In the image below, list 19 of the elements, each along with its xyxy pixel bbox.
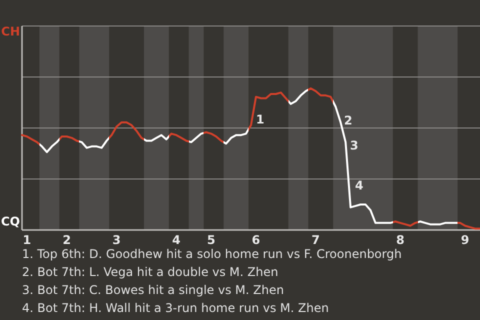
x-tick-label: 9 bbox=[460, 233, 470, 247]
x-tick-label: 5 bbox=[206, 233, 216, 247]
text: 2. Bot 7th: L. Vega hit a double vs M. Zhen bbox=[22, 265, 278, 279]
x-tick-label: 6 bbox=[252, 233, 260, 247]
annotation: 2 bbox=[344, 113, 352, 128]
x-tick-label: 1 bbox=[22, 233, 32, 247]
text: CH bbox=[1, 24, 20, 38]
annotation: 4 bbox=[355, 178, 364, 192]
text: 1. Top 6th: D. Goodhew hit a solo home run vs F. Croonenborgh bbox=[22, 247, 402, 261]
text: 3. Bot 7th: C. Bowes hit a single vs M. Zhen bbox=[22, 283, 284, 297]
x-tick-label: 7 bbox=[312, 233, 320, 247]
x-tick-label: 3 bbox=[112, 233, 121, 247]
annotation: 1 bbox=[256, 112, 264, 126]
x-tick-label: 2 bbox=[62, 233, 71, 247]
text: 4. Bot 7th: H. Wall hit a 3-run home run vs M. Zhen bbox=[22, 301, 329, 315]
annotation: 3 bbox=[350, 138, 358, 152]
x-tick-label: 4 bbox=[172, 233, 181, 247]
x-tick-label: 8 bbox=[396, 233, 405, 247]
text: CQ bbox=[0, 214, 20, 228]
